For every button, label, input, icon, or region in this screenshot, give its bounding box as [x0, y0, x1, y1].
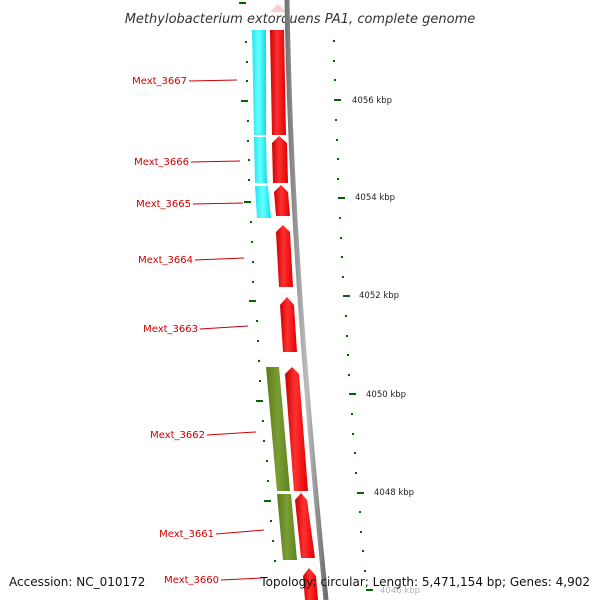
backbone-strand	[284, 0, 329, 600]
ruler-label: 4048 kbp	[374, 488, 414, 498]
cog-bar[interactable]	[266, 367, 290, 491]
inner-tick-track	[241, 41, 276, 562]
gene-label-mext-3666[interactable]: Mext_3666	[134, 157, 189, 168]
gene-label-mext-3665[interactable]: Mext_3665	[136, 199, 191, 210]
gene-label-mext-3662[interactable]: Mext_3662	[150, 430, 205, 441]
cds-arrow[interactable]	[272, 136, 288, 183]
cds-arrow[interactable]	[285, 367, 308, 491]
ruler-label: 4050 kbp	[366, 390, 406, 400]
ruler-label: 4054 kbp	[355, 193, 395, 203]
cds-arrow[interactable]	[270, 30, 286, 135]
top-edge-marks	[239, 2, 286, 12]
ruler-label: 4052 kbp	[359, 291, 399, 301]
gene-labels: Mext_3667 Mext_3666 Mext_3665 Mext_3664 …	[132, 76, 219, 586]
ruler-label: 4046 kbp	[380, 586, 420, 596]
cog-bar[interactable]	[252, 30, 266, 135]
cds-arrow[interactable]	[276, 225, 293, 287]
gene-label-mext-3667[interactable]: Mext_3667	[132, 76, 187, 87]
accession-text: Accession: NC_010172	[9, 575, 146, 589]
topology-summary: Topology: circular; Length: 5,471,154 bp…	[260, 575, 590, 589]
cog-bar[interactable]	[277, 494, 297, 560]
gene-label-mext-3661[interactable]: Mext_3661	[159, 529, 214, 540]
gene-label-mext-3663[interactable]: Mext_3663	[143, 324, 198, 335]
cog-bar[interactable]	[255, 186, 271, 218]
gene-label-mext-3660[interactable]: Mext_3660	[164, 575, 219, 586]
cds-arrow[interactable]	[274, 185, 290, 216]
ruler-tick-track	[333, 40, 373, 591]
ruler-labels: 4056 kbp 4054 kbp 4052 kbp 4050 kbp 4048…	[352, 96, 420, 596]
cds-track	[270, 30, 318, 600]
cds-arrow[interactable]	[303, 568, 318, 600]
gene-label-mext-3664[interactable]: Mext_3664	[138, 255, 193, 266]
gene-leader-lines	[188, 79, 265, 581]
cog-track	[252, 30, 297, 560]
cds-arrow[interactable]	[280, 297, 297, 352]
cog-bar[interactable]	[254, 137, 267, 183]
cds-arrow[interactable]	[295, 493, 315, 558]
ruler-label: 4056 kbp	[352, 96, 392, 106]
map-title: Methylobacterium extorquens PA1, complet…	[125, 12, 476, 27]
